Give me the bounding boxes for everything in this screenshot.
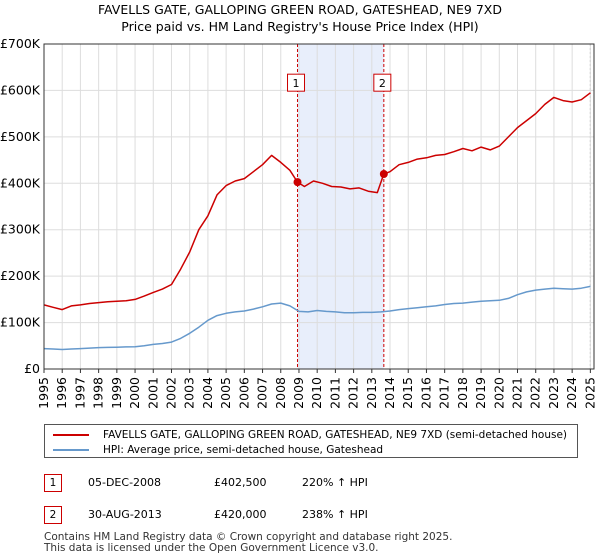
sale-box-label-2: 2 <box>379 77 386 90</box>
x-tick-label: 2014 <box>382 377 397 409</box>
legend-line-property-icon <box>53 434 89 436</box>
x-tick-label: 2018 <box>455 377 470 409</box>
sale-box-label-1: 1 <box>293 77 300 90</box>
footer-line-2: This data is licensed under the Open Gov… <box>44 542 379 554</box>
legend-label-property: FAVELLS GATE, GALLOPING GREEN ROAD, GATE… <box>103 429 567 441</box>
x-tick-label: 1996 <box>54 377 69 409</box>
x-tick-label: 1998 <box>91 377 106 409</box>
x-tick-label: 1995 <box>36 377 51 409</box>
x-tick-label: 2008 <box>273 377 288 409</box>
x-tick-label: 1997 <box>72 377 87 409</box>
sale-row-2: 2 30-AUG-2013 £420,000 238% ↑ HPI <box>44 506 584 526</box>
footer: Contains HM Land Registry data © Crown c… <box>44 532 452 554</box>
series-line-hpi <box>43 285 591 351</box>
sale-badge-2: 2 <box>44 506 62 524</box>
sale-date-1: 05-DEC-2008 <box>88 476 162 489</box>
x-tick-label: 2012 <box>346 377 361 409</box>
y-tick-label: £300K <box>0 222 41 237</box>
sale-price-1: £402,500 <box>214 476 267 489</box>
x-tick-label: 2004 <box>200 377 215 409</box>
x-tick-label: 2022 <box>528 377 543 409</box>
x-tick-label: 2021 <box>510 377 525 409</box>
footer-line-1: Contains HM Land Registry data © Crown c… <box>44 531 453 543</box>
x-tick-label: 2019 <box>473 377 488 409</box>
x-tick-label: 2001 <box>145 377 160 409</box>
sale-box-1 <box>287 73 306 92</box>
shaded-range <box>297 44 384 369</box>
sale-badge-1: 1 <box>44 474 62 492</box>
x-tick-label: 2017 <box>437 377 452 409</box>
sale-point-1 <box>293 178 302 187</box>
y-tick-label: £700K <box>0 36 41 51</box>
sale-hpi-1: 220% ↑ HPI <box>302 476 368 489</box>
y-tick-label: £100K <box>0 315 41 330</box>
price-chart: FAVELLS GATE, GALLOPING GREEN ROAD, GATE… <box>0 2 597 409</box>
x-tick-label: 2003 <box>182 377 197 409</box>
x-tick-label: 1999 <box>109 377 124 409</box>
x-tick-label: 2006 <box>236 377 251 409</box>
x-tick-label: 2005 <box>218 377 233 409</box>
chart-title: FAVELLS GATE, GALLOPING GREEN ROAD, GATE… <box>98 2 502 17</box>
x-tick-label: 2015 <box>400 377 415 409</box>
x-tick-label: 2016 <box>418 377 433 409</box>
sale-hpi-2: 238% ↑ HPI <box>302 508 368 521</box>
legend-item-property: FAVELLS GATE, GALLOPING GREEN ROAD, GATE… <box>53 427 567 443</box>
sale-box-2 <box>373 73 392 92</box>
x-tick-label: 2024 <box>564 377 579 409</box>
x-tick-label: 2013 <box>364 377 379 409</box>
sale-point-2 <box>379 170 388 178</box>
legend-label-hpi: HPI: Average price, semi-detached house,… <box>103 444 384 456</box>
x-tick-label: 2025 <box>582 377 597 409</box>
y-tick-label: £600K <box>0 82 41 97</box>
y-tick-label: £200K <box>0 268 41 283</box>
y-tick-label: £0 <box>24 361 40 376</box>
y-tick-label: £500K <box>0 129 41 144</box>
x-tick-label: 2023 <box>546 377 561 409</box>
x-tick-label: 2011 <box>327 377 342 409</box>
x-tick-label: 2002 <box>163 377 178 409</box>
x-tick-label: 2007 <box>255 377 270 409</box>
legend-line-hpi-icon <box>53 449 89 451</box>
legend: FAVELLS GATE, GALLOPING GREEN ROAD, GATE… <box>44 424 578 458</box>
sale-date-2: 30-AUG-2013 <box>88 508 162 521</box>
plot-frame <box>43 43 595 370</box>
sale-price-2: £420,000 <box>214 508 267 521</box>
x-tick-label: 2020 <box>491 377 506 409</box>
y-tick-label: £400K <box>0 175 41 190</box>
x-tick-label: 2009 <box>291 377 306 409</box>
x-tick-label: 2010 <box>309 377 324 409</box>
x-tick-label: 2000 <box>127 377 142 409</box>
sale-row-1: 1 05-DEC-2008 £402,500 220% ↑ HPI <box>44 474 584 494</box>
chart-subtitle: Price paid vs. HM Land Registry's House … <box>121 19 478 34</box>
series-line-property <box>43 92 591 311</box>
legend-item-hpi: HPI: Average price, semi-detached house,… <box>53 442 383 458</box>
